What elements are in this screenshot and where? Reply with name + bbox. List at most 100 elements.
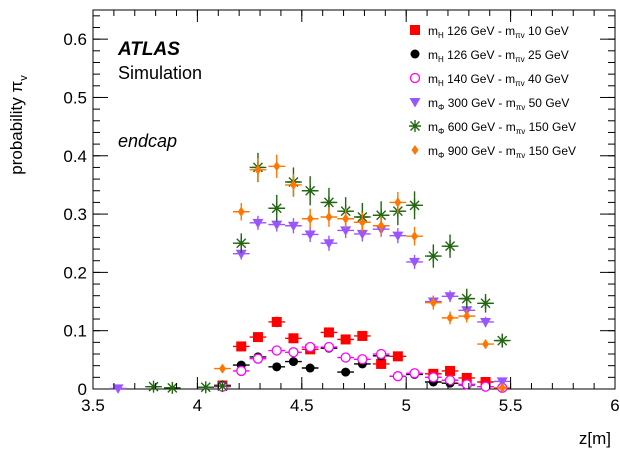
data-point xyxy=(444,292,456,302)
data-point xyxy=(305,341,316,353)
legend-label: mΦ 600 GeV - mπv 150 GeV xyxy=(428,120,576,136)
data-point xyxy=(445,365,456,376)
data-point xyxy=(375,348,387,360)
legend-label: mΦ 900 GeV - mπv 150 GeV xyxy=(428,144,576,160)
data-point xyxy=(376,358,387,369)
data-point xyxy=(394,197,402,208)
data-point xyxy=(254,164,262,175)
data-point xyxy=(112,384,124,394)
data-point xyxy=(236,341,247,352)
data-point xyxy=(306,213,314,224)
y-tick-label: 0.6 xyxy=(63,30,87,49)
data-point xyxy=(427,250,440,263)
series-3 xyxy=(109,215,511,394)
data-point xyxy=(252,353,264,364)
plot-border xyxy=(92,9,616,390)
legend-marker xyxy=(411,145,419,155)
data-point xyxy=(323,341,335,353)
data-point xyxy=(340,226,352,236)
data-point xyxy=(305,363,315,373)
y-axis-label: probability πv xyxy=(7,75,30,175)
data-point xyxy=(271,345,282,356)
data-point xyxy=(270,202,283,215)
legend-item-3: mΦ 300 GeV - mπv 50 GeV xyxy=(409,96,569,112)
data-point xyxy=(235,237,248,250)
data-point xyxy=(409,368,420,379)
data-point xyxy=(392,351,403,362)
legend-label: mH 126 GeV - mπv 10 GeV xyxy=(428,24,569,40)
x-tick-label: 5.5 xyxy=(499,396,523,415)
data-point xyxy=(218,363,226,374)
legend-label: mΦ 300 GeV - mπv 50 GeV xyxy=(428,96,569,112)
data-point xyxy=(444,375,456,386)
data-point xyxy=(341,367,351,377)
x-tick-label: 4 xyxy=(193,396,202,415)
legend-item-0: mH 126 GeV - mπv 10 GeV xyxy=(410,24,569,40)
data-point xyxy=(357,330,368,341)
y-tick-label: 0 xyxy=(78,380,87,399)
data-point xyxy=(235,249,247,260)
data-point xyxy=(496,334,509,347)
data-point xyxy=(304,230,316,240)
data-point xyxy=(444,240,457,253)
legend-marker xyxy=(409,98,421,108)
data-point xyxy=(356,229,368,240)
legend-item-2: mH 140 GeV - mπv 40 GeV xyxy=(409,72,569,88)
plot-frame xyxy=(92,9,616,390)
legend-item-1: mH 126 GeV - mπv 25 GeV xyxy=(410,48,569,64)
data-point xyxy=(429,297,437,308)
series-1 xyxy=(214,343,476,391)
x-tick-label: 6 xyxy=(610,396,619,415)
data-point xyxy=(147,380,160,393)
data-point xyxy=(408,199,421,212)
data-point xyxy=(480,317,492,328)
data-point xyxy=(289,179,297,190)
y-tick-label: 0.2 xyxy=(63,263,87,282)
data-point xyxy=(287,221,299,232)
data-point xyxy=(375,209,388,222)
legend: mH 126 GeV - mπv 10 GeV mH 126 GeV - mπv … xyxy=(409,24,576,160)
data-point xyxy=(237,206,245,217)
data-point xyxy=(323,327,334,338)
series-0 xyxy=(214,316,494,391)
data-point xyxy=(252,218,264,229)
series-2 xyxy=(214,341,511,393)
data-point xyxy=(323,239,335,249)
series-5 xyxy=(214,154,511,393)
data-point xyxy=(288,357,298,367)
data-point xyxy=(446,312,454,323)
data-point xyxy=(271,220,283,231)
data-point xyxy=(322,196,335,209)
legend-label: mH 126 GeV - mπv 25 GeV xyxy=(428,48,569,64)
data-point xyxy=(342,213,350,224)
data-point xyxy=(236,365,247,377)
data-point xyxy=(273,161,281,172)
y-tick-label: 0.1 xyxy=(63,322,87,341)
data-point xyxy=(325,211,333,222)
atlas-label: ATLAS xyxy=(117,39,180,60)
data-point xyxy=(460,292,473,305)
legend-item-5: mΦ 900 GeV - mπv 150 GeV xyxy=(411,144,576,160)
data-point xyxy=(461,372,472,383)
data-point xyxy=(463,311,471,322)
data-point xyxy=(411,231,419,242)
legend-marker xyxy=(409,120,421,132)
legend-marker xyxy=(410,49,420,59)
y-tick-label: 0.3 xyxy=(63,205,87,224)
simulation-label: Simulation xyxy=(118,63,202,83)
y-tick-label: 0.4 xyxy=(63,147,87,166)
legend-marker xyxy=(410,25,420,35)
data-point xyxy=(498,382,506,393)
data-point xyxy=(479,297,492,310)
data-point xyxy=(304,184,317,197)
data-point xyxy=(358,217,366,228)
data-point xyxy=(166,381,179,394)
data-point xyxy=(288,333,299,344)
x-tick-label: 4.5 xyxy=(290,396,314,415)
legend-label: mH 140 GeV - mπv 40 GeV xyxy=(428,72,569,88)
data-point xyxy=(252,332,263,343)
legend-item-4: mΦ 600 GeV - mπv 150 GeV xyxy=(409,120,576,136)
data-point xyxy=(199,381,212,394)
data-point xyxy=(377,220,385,231)
